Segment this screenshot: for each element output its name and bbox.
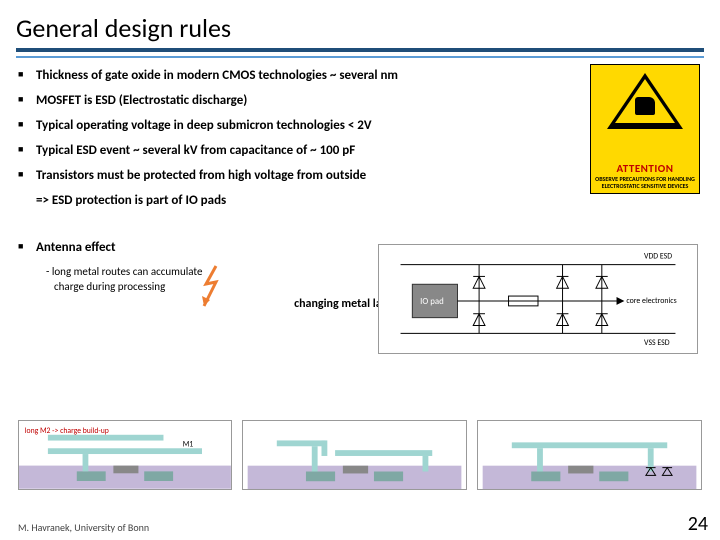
core-label: core electronics bbox=[626, 297, 676, 306]
footer-text: M. Havranek, University of Bonn bbox=[18, 521, 149, 534]
vss-label: VSS ESD bbox=[644, 339, 670, 348]
esd-label-block: ATTENTION OBSERVE PRECAUTIONS FOR HANDLI… bbox=[591, 163, 699, 190]
esd-hand-icon bbox=[635, 97, 655, 115]
slide-title: General design rules bbox=[0, 0, 720, 48]
title-rule-thin bbox=[16, 56, 704, 58]
chip-diagram-1: long M2 -> charge build-up M1 bbox=[18, 420, 232, 490]
esd-body-text: OBSERVE PRECAUTIONS FOR HANDLING ELECTRO… bbox=[595, 175, 695, 190]
conclusion-text: => ESD protection is part of IO pads bbox=[36, 193, 702, 208]
lightning-bolt-icon bbox=[198, 264, 228, 308]
vdd-label: VDD ESD bbox=[644, 253, 672, 262]
chip-diagram-2 bbox=[242, 420, 467, 490]
m2-label: long M2 -> charge build-up bbox=[25, 427, 109, 436]
esd-warning-sign: ATTENTION OBSERVE PRECAUTIONS FOR HANDLI… bbox=[590, 64, 700, 194]
iopad-label: IO pad bbox=[420, 297, 444, 307]
title-rule-thick bbox=[16, 48, 704, 52]
chip-diagrams-row: long M2 -> charge build-up M1 bbox=[18, 420, 702, 490]
esd-circuit-diagram: VDD ESD VSS ESD core electronics IO pad bbox=[378, 244, 698, 354]
page-number: 24 bbox=[688, 512, 708, 536]
m1-label: M1 bbox=[183, 440, 194, 449]
chip-diagram-3 bbox=[477, 420, 702, 490]
esd-attention-text: ATTENTION bbox=[591, 163, 699, 176]
